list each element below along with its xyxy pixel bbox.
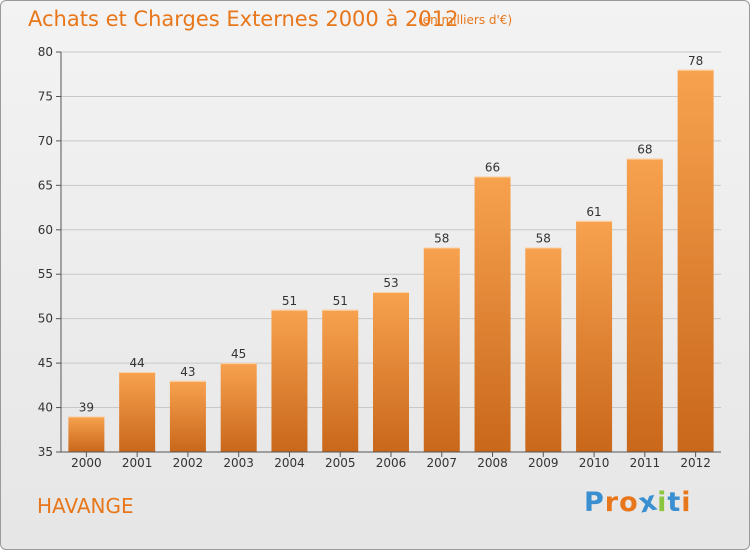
data-label: 61 bbox=[586, 205, 601, 219]
chart-title: Achats et Charges Externes 2000 à 2012 bbox=[28, 7, 459, 31]
x-tick-label: 2000 bbox=[71, 456, 102, 470]
logo-letter: i bbox=[657, 487, 668, 518]
data-label: 53 bbox=[383, 276, 398, 290]
y-tick-label: 55 bbox=[38, 267, 53, 281]
labels: 35 40 45 50 55 60 65 70 75 80 39 2000 44 2001 43 2002 45… bbox=[38, 45, 711, 470]
x-tick-label: 2007 bbox=[426, 456, 457, 470]
bar-2004 bbox=[271, 309, 308, 452]
bar-2012 bbox=[677, 69, 714, 453]
data-label: 44 bbox=[130, 356, 145, 370]
bar-2010 bbox=[576, 220, 613, 452]
bar-2000 bbox=[68, 416, 105, 452]
proxiti-logo[interactable]: Proxiti bbox=[584, 485, 692, 519]
data-label: 58 bbox=[434, 232, 449, 246]
bar-2001 bbox=[119, 372, 156, 452]
x-tick-label: 2005 bbox=[325, 456, 356, 470]
bar-2005 bbox=[322, 309, 359, 452]
y-tick-label: 80 bbox=[38, 45, 53, 59]
x-tick-label: 2003 bbox=[223, 456, 254, 470]
data-label: 78 bbox=[688, 54, 703, 68]
x-tick-label: 2012 bbox=[680, 456, 711, 470]
chart-subtitle: (en milliers d'€) bbox=[418, 13, 513, 27]
place-name: HAVANGE bbox=[37, 494, 134, 518]
y-tick-label: 75 bbox=[38, 89, 53, 103]
logo-letter: t bbox=[667, 487, 682, 518]
x-tick-label: 2006 bbox=[376, 456, 407, 470]
y-tick-label: 70 bbox=[38, 134, 53, 148]
y-tick-label: 40 bbox=[38, 401, 53, 415]
data-label: 66 bbox=[485, 160, 500, 174]
bar-2011 bbox=[626, 158, 663, 452]
x-tick-label: 2002 bbox=[173, 456, 204, 470]
y-tick-label: 45 bbox=[38, 356, 53, 370]
bar-2003 bbox=[220, 363, 257, 452]
data-label: 39 bbox=[79, 400, 94, 414]
data-label: 68 bbox=[637, 143, 652, 157]
y-tick-label: 65 bbox=[38, 178, 53, 192]
data-label: 45 bbox=[231, 347, 246, 361]
bar-2002 bbox=[169, 380, 206, 452]
x-tick-label: 2010 bbox=[579, 456, 610, 470]
x-tick-label: 2004 bbox=[274, 456, 305, 470]
bar-2008 bbox=[474, 176, 511, 452]
y-tick-label: 50 bbox=[38, 312, 53, 326]
x-tick-label: 2008 bbox=[477, 456, 508, 470]
axes bbox=[56, 51, 721, 457]
data-label: 51 bbox=[333, 294, 348, 308]
bar-2009 bbox=[525, 247, 562, 452]
y-tick-label: 60 bbox=[38, 223, 53, 237]
bar-2007 bbox=[423, 247, 460, 452]
logo-letter: r bbox=[604, 487, 620, 518]
logo-letter: P bbox=[584, 487, 605, 518]
data-label: 58 bbox=[536, 232, 551, 246]
x-tick-label: 2009 bbox=[528, 456, 559, 470]
logo-letter: i bbox=[681, 487, 692, 518]
x-tick-label: 2001 bbox=[122, 456, 153, 470]
x-tick-label: 2011 bbox=[630, 456, 661, 470]
data-label: 51 bbox=[282, 294, 297, 308]
y-tick-label: 35 bbox=[38, 445, 53, 459]
bar-2006 bbox=[373, 292, 409, 452]
bars bbox=[68, 69, 714, 453]
logo-letter: o bbox=[619, 487, 639, 518]
data-label: 43 bbox=[180, 365, 195, 379]
